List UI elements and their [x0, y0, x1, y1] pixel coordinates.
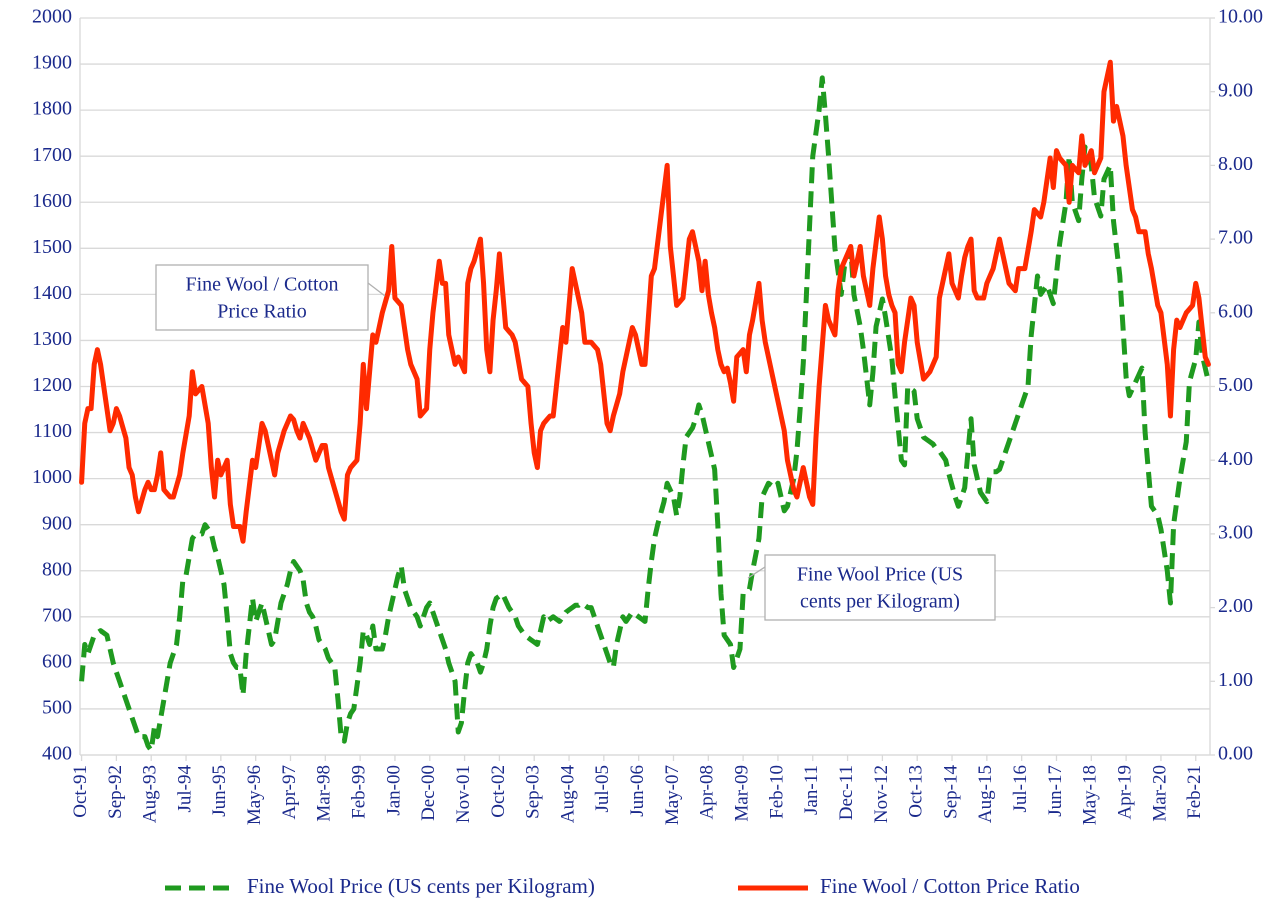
y2-tick-label: 4.00 [1218, 448, 1253, 470]
x-tick-label: Jul-05 [592, 765, 613, 813]
y-tick-label: 900 [42, 512, 72, 534]
x-tick-label: Oct-13 [906, 765, 927, 818]
x-tick-label: Apr-19 [1114, 765, 1135, 820]
x-tick-label: May-96 [244, 765, 265, 825]
y-tick-label: 1600 [32, 190, 72, 212]
x-tick-label: Oct-91 [70, 765, 91, 818]
y2-tick-label: 2.00 [1218, 595, 1253, 617]
y-tick-label: 1200 [32, 374, 72, 396]
y-tick-label: 1500 [32, 236, 72, 258]
x-tick-label: Nov-01 [453, 765, 474, 823]
x-tick-label: Jun-95 [209, 765, 230, 817]
x-tick-label: Sep-03 [523, 765, 544, 819]
y2-tick-label: 5.00 [1218, 374, 1253, 396]
grid: 400 500 600 700 800 900 1000 1100 1200 1300 1400 15… [32, 6, 1263, 826]
y2-tick-label: 6.00 [1218, 300, 1253, 322]
x-tick-label: Mar-98 [314, 765, 335, 822]
legend-label: Fine Wool / Cotton Price Ratio [820, 874, 1080, 898]
x-tick-label: May-18 [1080, 765, 1101, 825]
plot [79, 59, 1211, 753]
x-tick-label: Jul-16 [1010, 765, 1031, 813]
annotation-ratio: Fine Wool / Cotton Price Ratio [155, 264, 386, 331]
y-tick-label: 800 [42, 558, 72, 580]
y2-tick-label: 1.00 [1218, 669, 1253, 691]
annotation-pointer [367, 282, 386, 297]
x-tick-label: Jan-11 [801, 765, 822, 815]
annotation-text: Price Ratio [217, 301, 306, 323]
x-tick-label: Sep-14 [940, 765, 961, 819]
y2-tick-label: 3.00 [1218, 521, 1253, 543]
y-tick-label: 1000 [32, 466, 72, 488]
x-tick-label: Nov-12 [871, 765, 892, 823]
x-tick-label: Aug-04 [557, 765, 578, 824]
x-tick-label: Feb-10 [766, 765, 787, 819]
annotation-wool: Fine Wool Price (US cents per Kilogram) [747, 554, 996, 621]
x-tick-label: Feb-99 [348, 765, 369, 819]
x-tick-label: Jun-06 [627, 765, 648, 817]
x-tick-label: Mar-09 [731, 765, 752, 822]
annotation-text: Fine Wool / Cotton [185, 274, 338, 296]
x-tick-label: Aug-93 [140, 765, 161, 823]
x-tick-label: Apr-97 [279, 765, 300, 820]
x-tick-label: Dec-00 [418, 765, 439, 821]
y-tick-label: 400 [42, 743, 72, 765]
y2-tick-label: 10.00 [1218, 6, 1263, 28]
annotation-box [155, 264, 369, 331]
x-tick-label: Jan-00 [383, 765, 404, 816]
x-tick-label: May-07 [662, 765, 683, 825]
x-tick-label: Oct-02 [488, 765, 509, 818]
annotation-text: Fine Wool Price (US [797, 564, 963, 586]
y2-tick-label: 8.00 [1218, 153, 1253, 175]
x-tick-label: Jun-17 [1045, 765, 1066, 817]
x-tick-label: Dec-11 [836, 765, 857, 820]
series-line [79, 75, 1211, 753]
y-tick-label: 500 [42, 697, 72, 719]
x-tick-label: Apr-08 [697, 765, 718, 820]
x-tick-label: Jul-94 [174, 765, 195, 813]
annotation-pointer [747, 566, 766, 579]
y-tick-label: 1400 [32, 282, 72, 304]
x-tick-label: Sep-92 [105, 765, 126, 819]
x-tick-label: Feb-21 [1184, 765, 1205, 819]
x-tick-label: Mar-20 [1149, 765, 1170, 822]
annotation-text: cents per Kilogram) [800, 591, 960, 613]
y-tick-label: 1300 [32, 328, 72, 350]
y2-tick-label: 7.00 [1218, 227, 1253, 249]
y2-tick-label: 0.00 [1218, 743, 1253, 765]
y-tick-label: 1800 [32, 98, 72, 120]
legend: Fine Wool Price (US cents per Kilogram) F… [165, 874, 1080, 898]
y-tick-label: 1100 [33, 420, 72, 442]
y-tick-label: 1700 [32, 144, 72, 166]
y-tick-label: 700 [42, 604, 72, 626]
y-tick-label: 600 [42, 650, 72, 672]
legend-label: Fine Wool Price (US cents per Kilogram) [247, 874, 595, 898]
y2-tick-label: 9.00 [1218, 79, 1253, 101]
y-tick-label: 2000 [32, 6, 72, 28]
y-tick-label: 1900 [32, 52, 72, 74]
annotation-box [764, 554, 996, 621]
x-tick-label: Aug-15 [975, 765, 996, 823]
series-line [79, 59, 1211, 544]
